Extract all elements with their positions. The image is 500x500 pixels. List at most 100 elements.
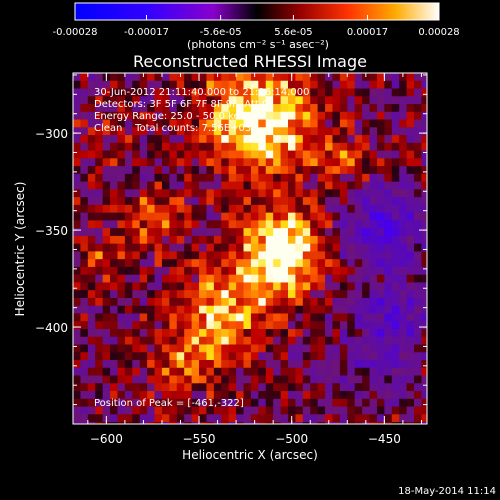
heatmap-cell [325, 73, 334, 82]
heatmap-cell [243, 321, 252, 330]
heatmap-cell [176, 375, 185, 384]
heatmap-cell [317, 96, 326, 105]
heatmap-cell [347, 181, 356, 190]
heatmap-cell [295, 150, 304, 159]
heatmap-cell [73, 119, 82, 128]
heatmap-cell [414, 383, 423, 392]
heatmap-cell [228, 383, 237, 392]
heatmap-cell [139, 383, 148, 392]
heatmap-cell [132, 204, 141, 214]
heatmap-cell [199, 104, 208, 113]
heatmap-cell [95, 88, 104, 97]
heatmap-cell [414, 204, 423, 214]
heatmap-cell [302, 173, 311, 183]
heatmap-cell [102, 235, 111, 245]
heatmap-cell [354, 220, 363, 229]
heatmap-cell [110, 88, 119, 97]
heatmap-cell [102, 181, 111, 190]
heatmap-cell [213, 266, 222, 276]
heatmap-cell [176, 111, 185, 121]
heatmap-cell [295, 80, 304, 90]
heatmap-cell [406, 73, 415, 82]
heatmap-cell [287, 127, 297, 136]
heatmap-cell [310, 166, 319, 175]
heatmap-cell [369, 150, 378, 159]
heatmap-cell [102, 398, 111, 408]
heatmap-cell [310, 111, 319, 121]
heatmap-cell [124, 204, 133, 214]
heatmap-cell [325, 142, 334, 152]
heatmap-cell [384, 189, 393, 198]
heatmap-cell [161, 243, 170, 253]
heatmap-cell [376, 375, 385, 384]
heatmap-cell [287, 360, 297, 369]
heatmap-cell [302, 391, 311, 400]
heatmap-cell [117, 266, 126, 276]
heatmap-cell [221, 406, 230, 415]
heatmap-cell [258, 111, 267, 121]
heatmap-cell [295, 135, 304, 144]
heatmap-cell [280, 251, 289, 260]
heatmap-cell [236, 150, 245, 159]
heatmap-cell [139, 282, 148, 291]
heatmap-cell [339, 204, 348, 214]
heatmap-cell [406, 243, 415, 253]
heatmap-cell [421, 80, 427, 90]
heatmap-cell [302, 142, 311, 152]
heatmap-cell [169, 290, 178, 299]
heatmap-cell [414, 305, 423, 315]
heatmap-cell [154, 251, 163, 260]
heatmap-cell [73, 228, 82, 237]
heatmap-cell [147, 142, 156, 152]
heatmap-cell [221, 96, 230, 105]
heatmap-cell [347, 251, 356, 260]
heatmap-cell [376, 383, 385, 392]
heatmap-cell [332, 352, 341, 361]
heatmap-cell [258, 119, 267, 128]
heatmap-cell [347, 189, 356, 198]
heatmap-cell [287, 274, 297, 284]
heatmap-cell [280, 127, 289, 136]
heatmap-cell [213, 166, 222, 175]
heatmap-cell [80, 328, 89, 338]
heatmap-cell [139, 290, 148, 299]
heatmap-cell [250, 344, 259, 353]
colorbar-tick-label: -5.6e-05 [200, 27, 242, 38]
heatmap-cell [258, 344, 267, 353]
heatmap-cell [176, 344, 185, 353]
heatmap-cell [250, 290, 259, 299]
heatmap-cell [339, 73, 348, 82]
heatmap-cell [80, 274, 89, 284]
heatmap-cell [399, 305, 408, 315]
heatmap-cell [161, 305, 170, 315]
heatmap-cell [302, 328, 311, 338]
heatmap-cell [406, 383, 415, 392]
heatmap-cell [161, 297, 170, 307]
heatmap-cell [243, 305, 252, 315]
heatmap-cell [95, 189, 104, 198]
heatmap-cell [265, 259, 274, 268]
heatmap-cell [124, 398, 133, 408]
heatmap-cell [354, 235, 363, 245]
heatmap-cell [258, 391, 267, 400]
heatmap-cell [295, 321, 304, 330]
heatmap-cell [280, 383, 289, 392]
heatmap-cell [265, 422, 274, 424]
heatmap-cell [161, 282, 170, 291]
heatmap-cell [132, 336, 141, 346]
heatmap-cell [184, 235, 193, 245]
heatmap-cell [147, 344, 156, 353]
heatmap-cell [199, 352, 208, 361]
heatmap-cell [280, 290, 289, 299]
heatmap-cell [362, 328, 371, 338]
heatmap-cell [376, 266, 385, 276]
heatmap-cell [325, 282, 334, 291]
heatmap-cell [154, 422, 163, 424]
heatmap-cell [154, 73, 163, 82]
heatmap-cell [391, 96, 400, 105]
heatmap-cell [317, 127, 326, 136]
heatmap-cell [280, 88, 289, 97]
heatmap-cell [132, 274, 141, 284]
heatmap-cell [332, 259, 341, 268]
heatmap-cell [421, 150, 427, 159]
